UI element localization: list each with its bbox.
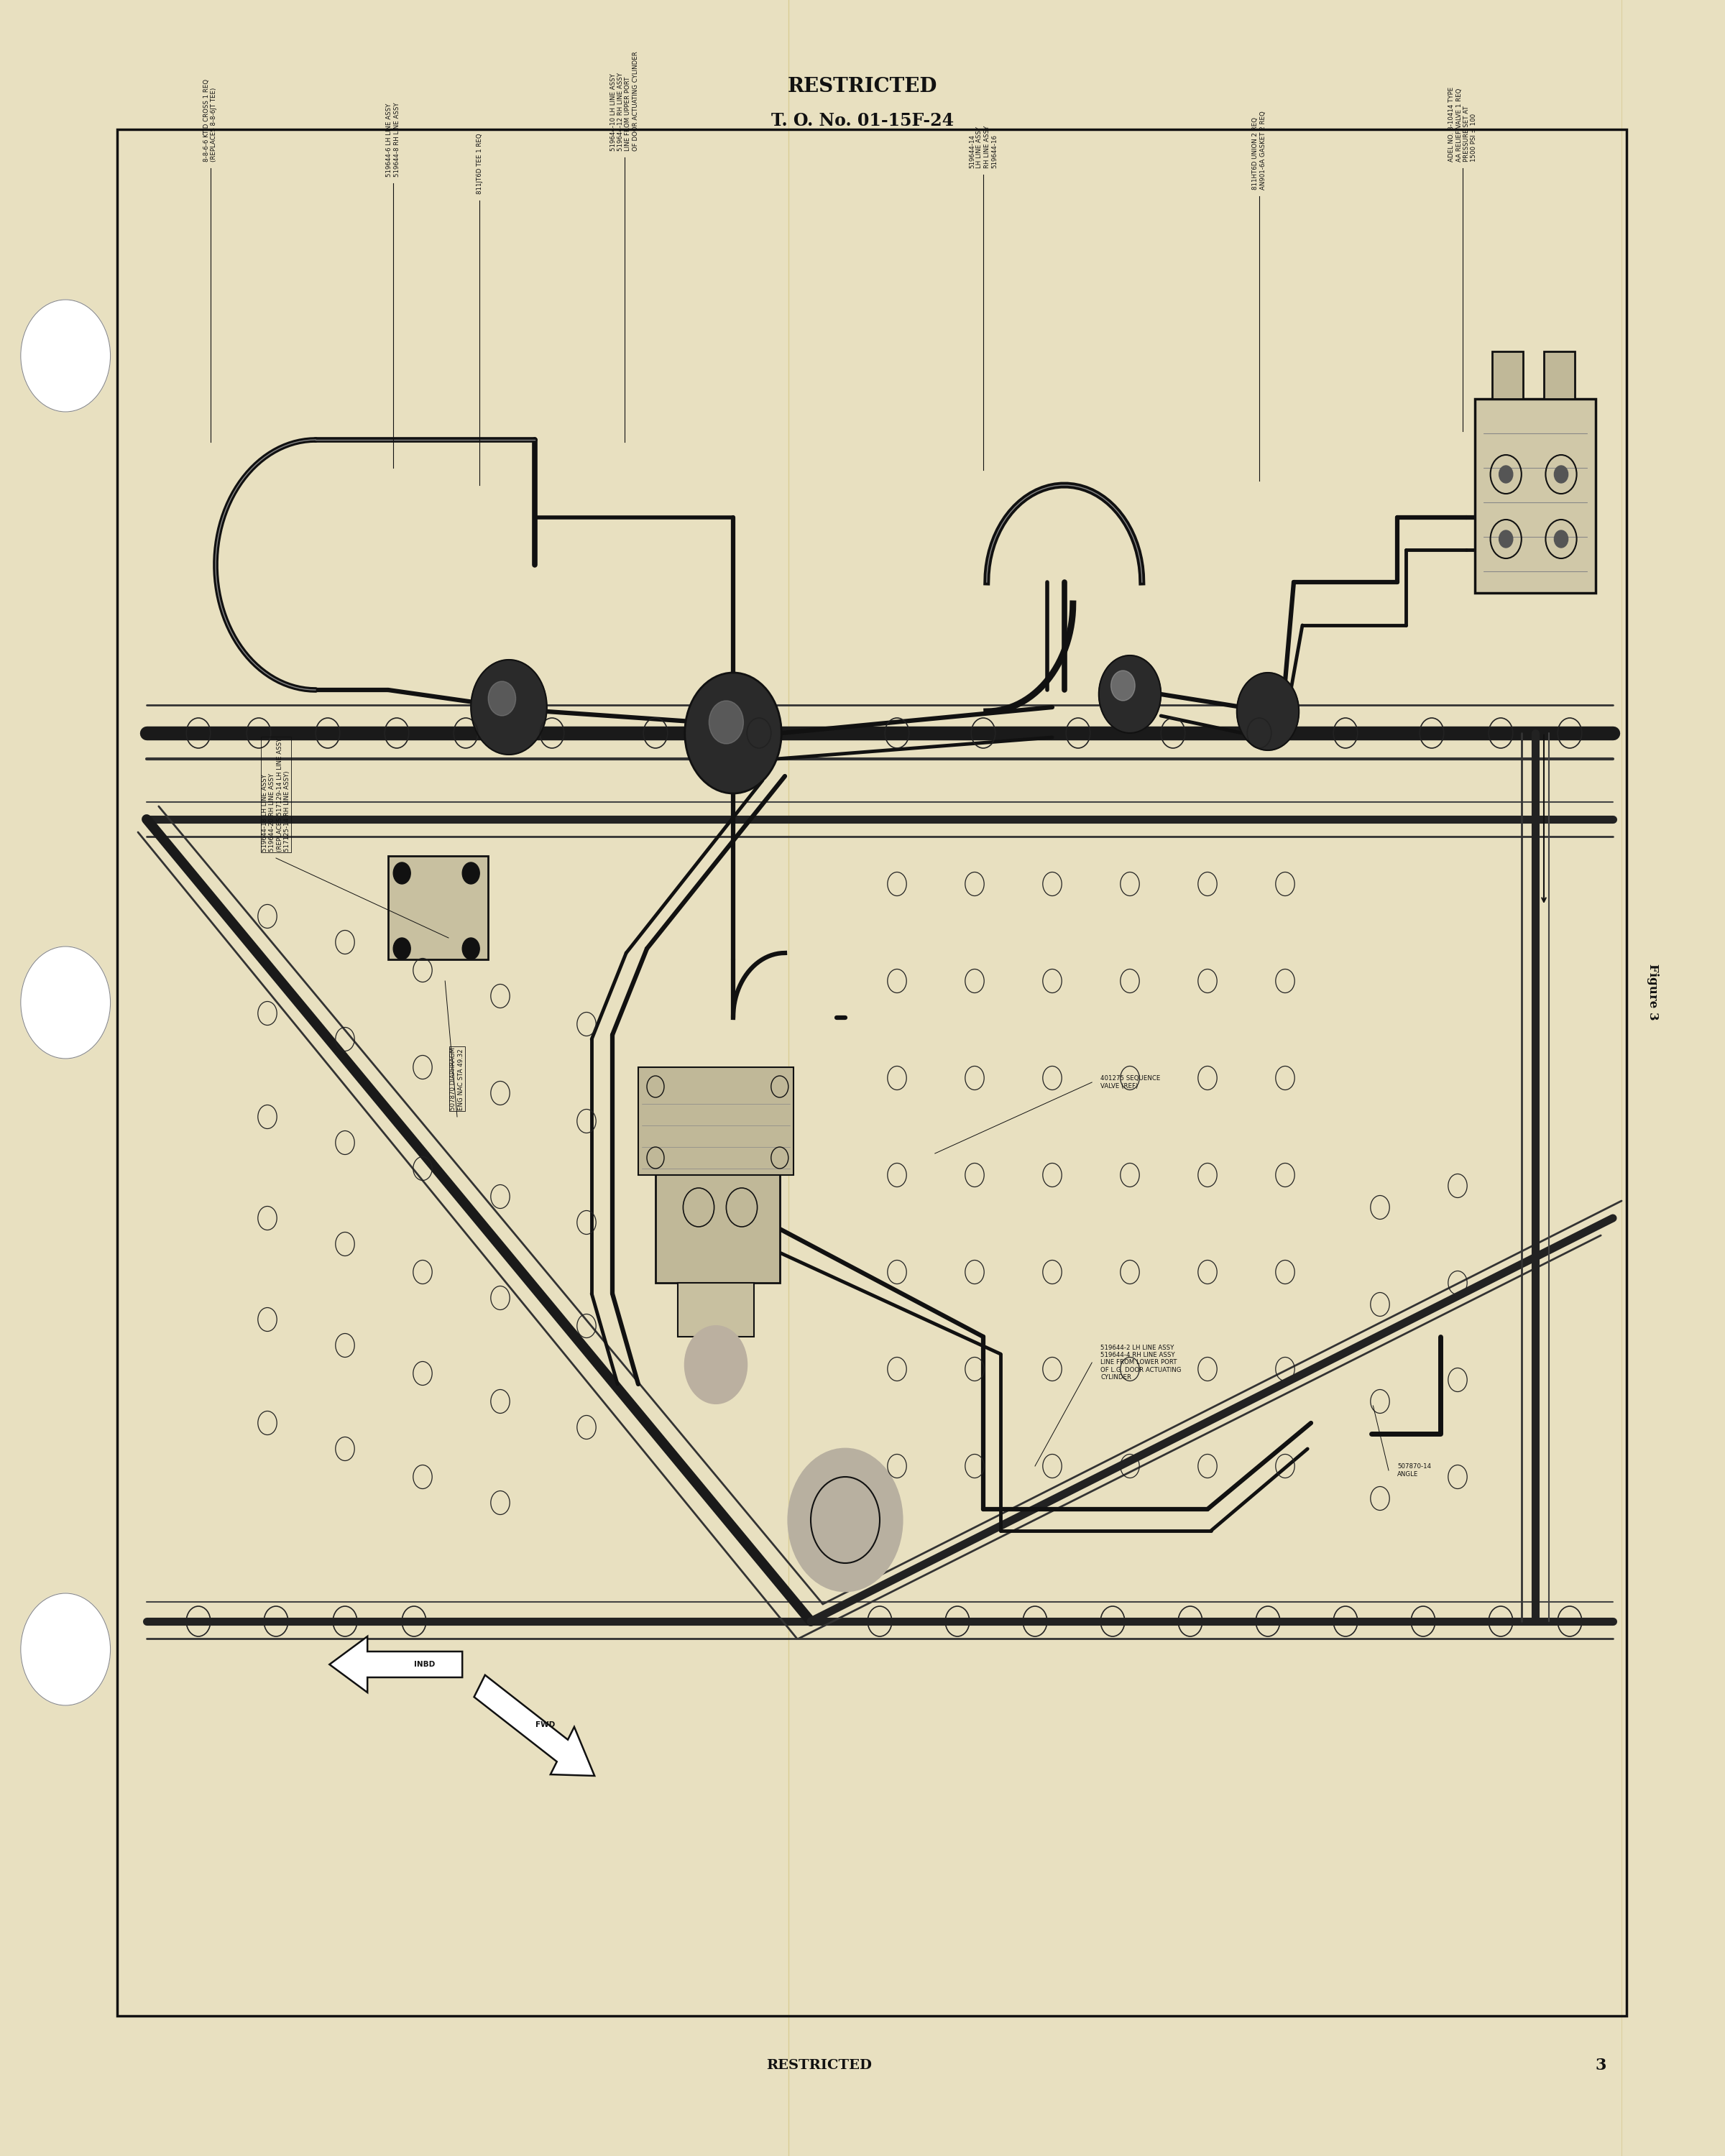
Text: RESTRICTED: RESTRICTED bbox=[766, 2059, 873, 2072]
Text: 519644-14
LH LINE ASSY
RH LINE ASSY
519644-16: 519644-14 LH LINE ASSY RH LINE ASSY 5196… bbox=[969, 125, 997, 168]
Circle shape bbox=[1554, 466, 1568, 483]
Text: 811HT6D UNION 2 REQ
AN901-6A GASKET 2 REQ: 811HT6D UNION 2 REQ AN901-6A GASKET 2 RE… bbox=[1252, 110, 1266, 190]
Text: Figure 3: Figure 3 bbox=[1646, 964, 1659, 1020]
Circle shape bbox=[471, 660, 547, 755]
Circle shape bbox=[709, 701, 743, 744]
Bar bbox=[1544, 351, 1575, 399]
Circle shape bbox=[1111, 671, 1135, 701]
Text: 519644-6 LH LINE ASSY
519644-8 RH LINE ASSY: 519644-6 LH LINE ASSY 519644-8 RH LINE A… bbox=[386, 101, 400, 177]
Circle shape bbox=[462, 938, 480, 959]
Circle shape bbox=[1554, 530, 1568, 548]
Circle shape bbox=[488, 681, 516, 716]
Circle shape bbox=[788, 1449, 902, 1591]
Circle shape bbox=[21, 946, 110, 1059]
Bar bbox=[1475, 399, 1596, 593]
Circle shape bbox=[21, 1593, 110, 1705]
Text: 507870-14
ANGLE: 507870-14 ANGLE bbox=[1397, 1464, 1432, 1477]
Circle shape bbox=[1499, 466, 1513, 483]
FancyArrow shape bbox=[329, 1636, 462, 1692]
Circle shape bbox=[21, 300, 110, 412]
Bar bbox=[388, 856, 488, 959]
Bar bbox=[678, 1283, 754, 1337]
Circle shape bbox=[685, 673, 781, 793]
Circle shape bbox=[1237, 673, 1299, 750]
Circle shape bbox=[1499, 530, 1513, 548]
Text: INBD: INBD bbox=[414, 1660, 435, 1669]
Text: 519644-10 LH LINE ASSY
519644-12 RH LINE ASSY
LINE FROM UPPER PORT
OF DOOR ACTUA: 519644-10 LH LINE ASSY 519644-12 RH LINE… bbox=[611, 52, 638, 151]
Text: 8-8-6-6 KT-D CROSS 1 REQ
(REPLACES 8-8-6JT TEE): 8-8-6-6 KT-D CROSS 1 REQ (REPLACES 8-8-6… bbox=[204, 80, 217, 162]
Text: ADEL NO. B-10414 TYPE
AA RELIEF VALVE 1 REQ
PRESSURE SET AT
1500 PSI ± 100: ADEL NO. B-10414 TYPE AA RELIEF VALVE 1 … bbox=[1449, 86, 1477, 162]
Text: 811JT6D TEE 1 REQ: 811JT6D TEE 1 REQ bbox=[476, 134, 483, 194]
Bar bbox=[638, 1067, 794, 1175]
Text: RESTRICTED: RESTRICTED bbox=[788, 78, 937, 95]
Text: 519644-18 LH LINE ASSY
519644-20 RH LINE ASSY
(REPLACES 517129-14 LH LINE ASSY
5: 519644-18 LH LINE ASSY 519644-20 RH LINE… bbox=[262, 737, 290, 852]
Circle shape bbox=[462, 862, 480, 884]
Circle shape bbox=[393, 938, 411, 959]
Text: 401275 SEQUENCE
VALVE (REF): 401275 SEQUENCE VALVE (REF) bbox=[1101, 1076, 1161, 1089]
Text: T. O. No. 01-15F-24: T. O. No. 01-15F-24 bbox=[771, 112, 954, 129]
Text: 3: 3 bbox=[1596, 2057, 1606, 2074]
Text: 507870 DIAPHRAGM
ENG NAC STA 49.32: 507870 DIAPHRAGM ENG NAC STA 49.32 bbox=[450, 1048, 464, 1110]
FancyArrow shape bbox=[474, 1675, 595, 1777]
Text: 519644-2 LH LINE ASSY
519644-4 RH LINE ASSY
LINE FROM LOWER PORT
OF L.G. DOOR AC: 519644-2 LH LINE ASSY 519644-4 RH LINE A… bbox=[1101, 1345, 1182, 1380]
Circle shape bbox=[1099, 655, 1161, 733]
Bar bbox=[1492, 351, 1523, 399]
Circle shape bbox=[393, 862, 411, 884]
Circle shape bbox=[685, 1326, 747, 1404]
Bar bbox=[117, 129, 1627, 2016]
Bar bbox=[656, 1153, 780, 1283]
Text: FWD: FWD bbox=[535, 1720, 555, 1729]
